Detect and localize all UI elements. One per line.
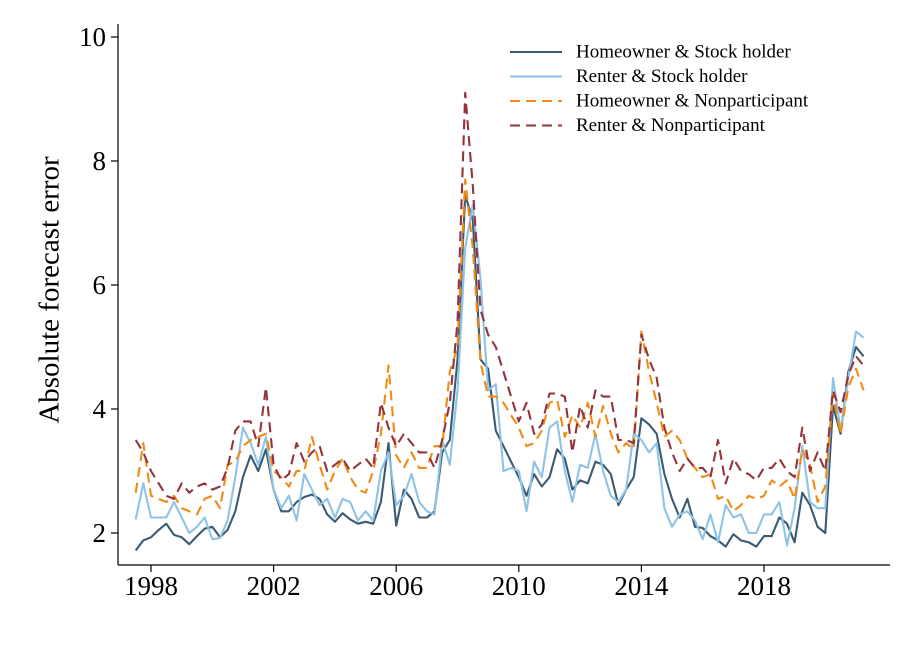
y-tick-label: 6: [93, 270, 107, 300]
x-tick-label: 2010: [492, 571, 546, 601]
legend-label: Homeowner & Stock holder: [576, 42, 791, 63]
x-tick-label: 2006: [369, 571, 423, 601]
y-tick-label: 10: [79, 22, 106, 52]
series-lines: [134, 91, 865, 552]
x-axis-ticks: 1998 2002 2006 2010 2014 2018: [124, 565, 791, 601]
series-line-2: [134, 203, 865, 547]
legend-label: Renter & Nonparticipant: [576, 115, 766, 136]
y-axis-ticks: 2 4 6 8 10: [79, 22, 118, 548]
legend: Homeowner & Stock holder Renter & Stock h…: [510, 42, 809, 136]
y-tick-label: 4: [93, 394, 107, 424]
x-tick-label: 2018: [737, 571, 791, 601]
series-line-3: [134, 178, 865, 516]
legend-label: Renter & Stock holder: [576, 66, 748, 87]
y-tick-label: 2: [93, 518, 107, 548]
x-tick-label: 1998: [124, 571, 178, 601]
x-tick-label: 2014: [614, 571, 669, 601]
y-tick-label: 8: [93, 146, 107, 176]
legend-label: Homeowner & Nonparticipant: [576, 91, 809, 112]
x-tick-label: 2002: [247, 571, 301, 601]
y-axis-label: Absolute forecast error: [34, 156, 66, 424]
series-line-4: [134, 91, 865, 500]
